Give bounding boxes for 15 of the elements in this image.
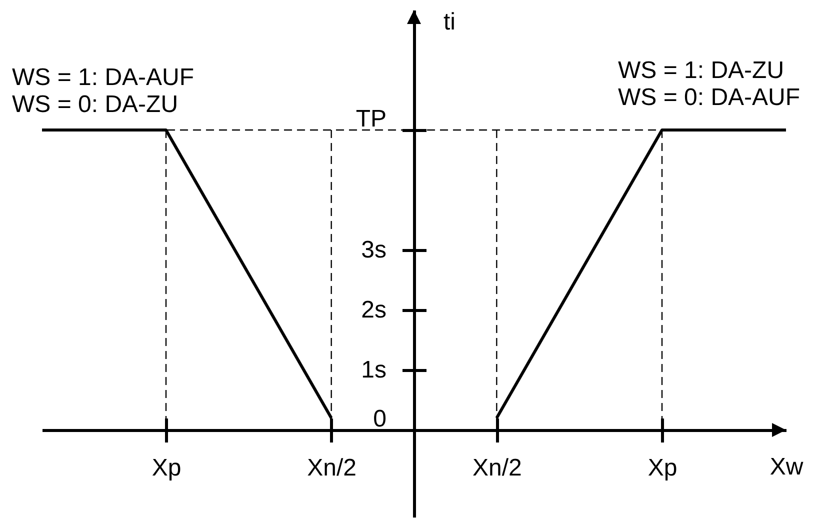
x-tick-label: Xn/2 <box>307 454 357 482</box>
x-axis-title: Xw <box>770 454 804 480</box>
x-tick-label: Xp <box>648 454 678 482</box>
annotation: WS = 0: DA-ZU <box>12 91 178 118</box>
y-tick-label: TP <box>356 106 386 132</box>
annotation: WS = 1: DA-ZU <box>618 57 784 84</box>
x-tick-label: Xp <box>152 454 182 482</box>
y-tick-label: 3s <box>361 236 386 264</box>
y-tick-label: 1s <box>361 356 386 384</box>
annotation: WS = 1: DA-AUF <box>12 64 194 91</box>
y-tick-label: 2s <box>361 296 386 324</box>
annotation: WS = 0: DA-AUF <box>618 84 800 111</box>
y-tick-label: 0 <box>373 406 386 432</box>
x-tick-label: Xn/2 <box>472 454 522 482</box>
y-axis-title: ti <box>444 8 456 36</box>
